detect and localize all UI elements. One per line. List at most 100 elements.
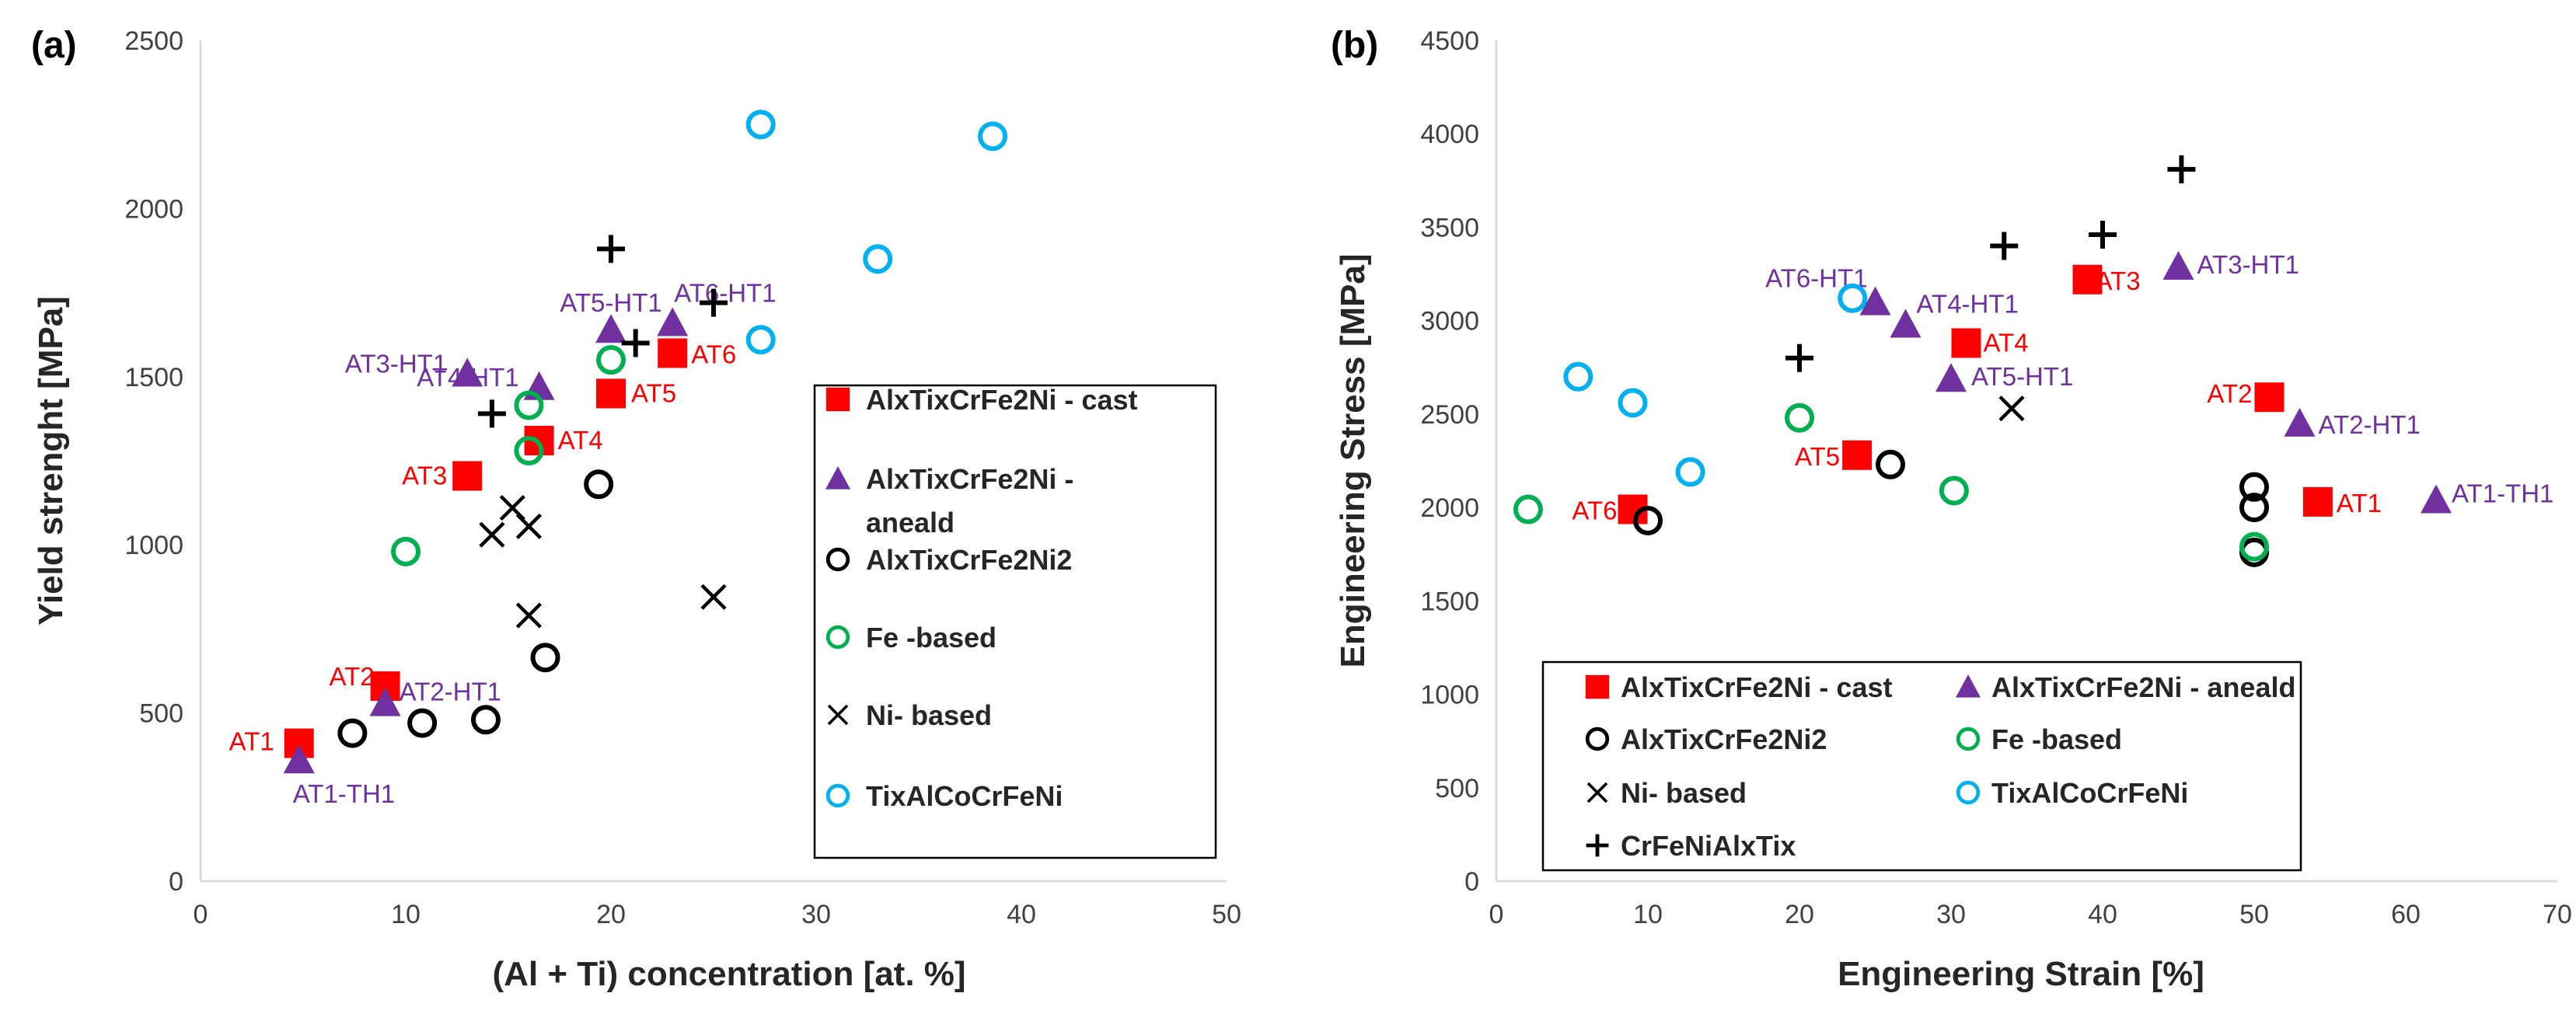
data-point-cast [2254,382,2285,413]
data-point-crfeni [700,288,728,317]
legend-label-cont: aneald [866,507,955,538]
legend-marker-aneald [1956,674,1981,698]
data-point-aneald [1935,363,1967,392]
point-label: AT4-HT1 [417,363,518,392]
data-point-tix [1675,457,1705,487]
data-point-aneald [657,307,689,336]
data-point-ni2 [2239,472,2269,502]
point-label: AT1 [2337,489,2382,517]
data-point-crfeni [2089,221,2117,249]
legend-label: AlxTixCrFe2Ni2 [1621,723,1827,755]
point-label: AT3-HT1 [2197,250,2299,279]
data-point-ni [515,602,542,629]
series-tix [745,110,1008,355]
data-point-tix [1618,388,1648,418]
data-point-aneald [1890,308,1922,338]
chart-panel-a: 0 500 1000 1500 2000 2500 0 10 20 30 40 50 (a) (Al + … [31,25,1241,993]
data-point-ni2 [337,718,368,748]
data-point-ni2 [2239,493,2269,523]
y-axis-title: Engineering Stress [MPa] [1334,253,1372,667]
series-ni2 [1633,449,2269,567]
legend-marker-ni [1586,782,1608,803]
data-point-ni [1998,396,2025,422]
y-tick-label: 1000 [124,531,183,560]
series-ni2 [337,469,614,748]
panel-label: (a) [31,25,77,66]
data-point-crfeni [477,399,506,428]
data-point-ni [515,513,542,539]
legend-label: Fe -based [866,622,997,653]
y-tick-label: 3500 [1420,213,1479,242]
panel-label: (b) [1331,25,1378,66]
y-tick-label: 500 [139,699,183,729]
data-point-aneald [2421,484,2452,514]
legend: AlxTixCrFe2Ni - cast AlxTixCrFe2Ni - aneal… [813,384,1217,859]
x-tick-label: 10 [1633,900,1663,929]
point-label: AT2-HT1 [2319,410,2421,439]
data-point-tix [745,325,776,355]
legend-marker-fe [826,625,850,650]
legend-marker-tix [826,783,850,808]
data-point-fe [1513,494,1543,524]
data-point-cast [452,461,483,491]
x-tick-label: 0 [194,900,208,929]
y-tick-label: 2500 [124,26,183,56]
data-point-cast [2072,264,2103,294]
legend-label: Fe -based [1991,723,2122,755]
series-tix [1563,283,1868,487]
point-label: AT5-HT1 [560,288,661,317]
point-label: AT2 [330,662,375,691]
y-tick-label: 0 [169,867,183,897]
point-label: AT3 [2096,267,2141,295]
legend-marker-aneald [826,466,850,490]
data-point-ni2 [407,708,438,738]
data-point-ni2 [584,469,614,500]
data-point-aneald [2162,250,2194,280]
legend-label: AlxTixCrFe2Ni - aneald [1991,671,2295,703]
legend-marker-ni2 [1585,727,1610,751]
x-axis-title: (Al + Ti) concentration [at. %] [492,955,965,993]
data-point-ni2 [1876,449,1905,479]
x-tick-label: 10 [391,900,421,929]
data-point-cast [596,378,626,409]
data-point-aneald [369,687,401,716]
point-label: AT6 [691,340,736,369]
x-tick-label: 70 [2543,900,2572,929]
point-label: AT2 [2207,379,2252,408]
y-tick-label: 1500 [124,363,183,392]
data-point-tix [978,121,1008,152]
series-ni [479,495,727,629]
data-point-crfeni [1785,343,1813,372]
data-point-crfeni [1990,232,2019,260]
data-point-aneald [2284,407,2316,437]
data-point-crfeni [2167,155,2196,183]
y-tick-label: 4500 [1420,26,1479,56]
data-point-aneald [595,314,627,343]
data-point-fe [514,390,544,420]
point-label: AT4 [558,426,603,455]
x-tick-label: 20 [596,900,626,929]
legend-label: Ni- based [1621,777,1747,809]
data-point-ni [700,584,727,610]
y-tick-label: 1000 [1420,681,1479,710]
point-label: AT6-HT1 [1765,264,1867,293]
legend-marker-fe [1956,727,1981,751]
series-aneald: AT1-TH1 AT2-HT1 AT3-HT1 AT4-HT1 AT5-HT1 AT6-H… [1765,250,2553,514]
data-point-fe [2239,531,2269,562]
legend-marker-ni [827,704,849,726]
legend-label: CrFeNiAlxTix [1621,830,1796,862]
series-ni [1998,396,2025,422]
point-label: AT5 [631,378,676,407]
y-axis-title: Yield strenght [MPa] [32,296,70,626]
point-label: AT1 [229,727,274,756]
series-fe [1513,402,2269,562]
data-point-ni [479,521,505,548]
legend-marker-tix [1956,780,1981,805]
legend-label: Ni- based [866,699,992,731]
point-label: AT1-TH1 [293,779,395,808]
y-tick-label: 0 [1464,867,1479,897]
point-label: AT5 [1795,442,1840,471]
x-tick-label: 20 [1785,900,1814,929]
data-point-tix [1838,283,1868,313]
